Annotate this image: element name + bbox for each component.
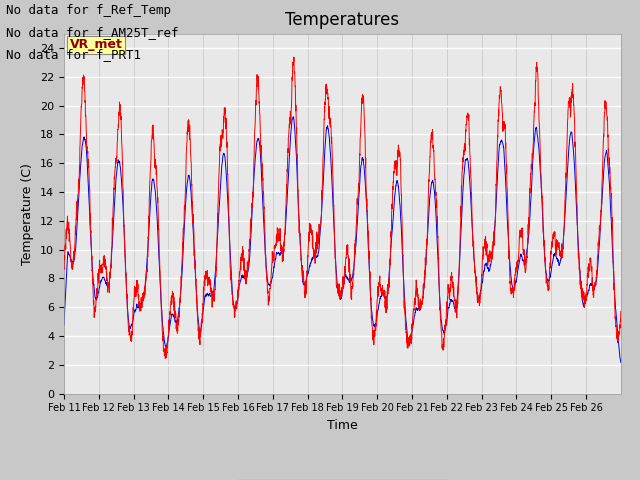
Y-axis label: Temperature (C): Temperature (C) xyxy=(22,163,35,264)
Text: VR_met: VR_met xyxy=(70,38,122,51)
Title: Temperatures: Temperatures xyxy=(285,11,399,29)
Text: No data for f_Ref_Temp: No data for f_Ref_Temp xyxy=(6,4,172,17)
Text: No data for f_AM25T_ref: No data for f_AM25T_ref xyxy=(6,26,179,39)
X-axis label: Time: Time xyxy=(327,419,358,432)
Text: No data for f_PRT1: No data for f_PRT1 xyxy=(6,48,141,60)
